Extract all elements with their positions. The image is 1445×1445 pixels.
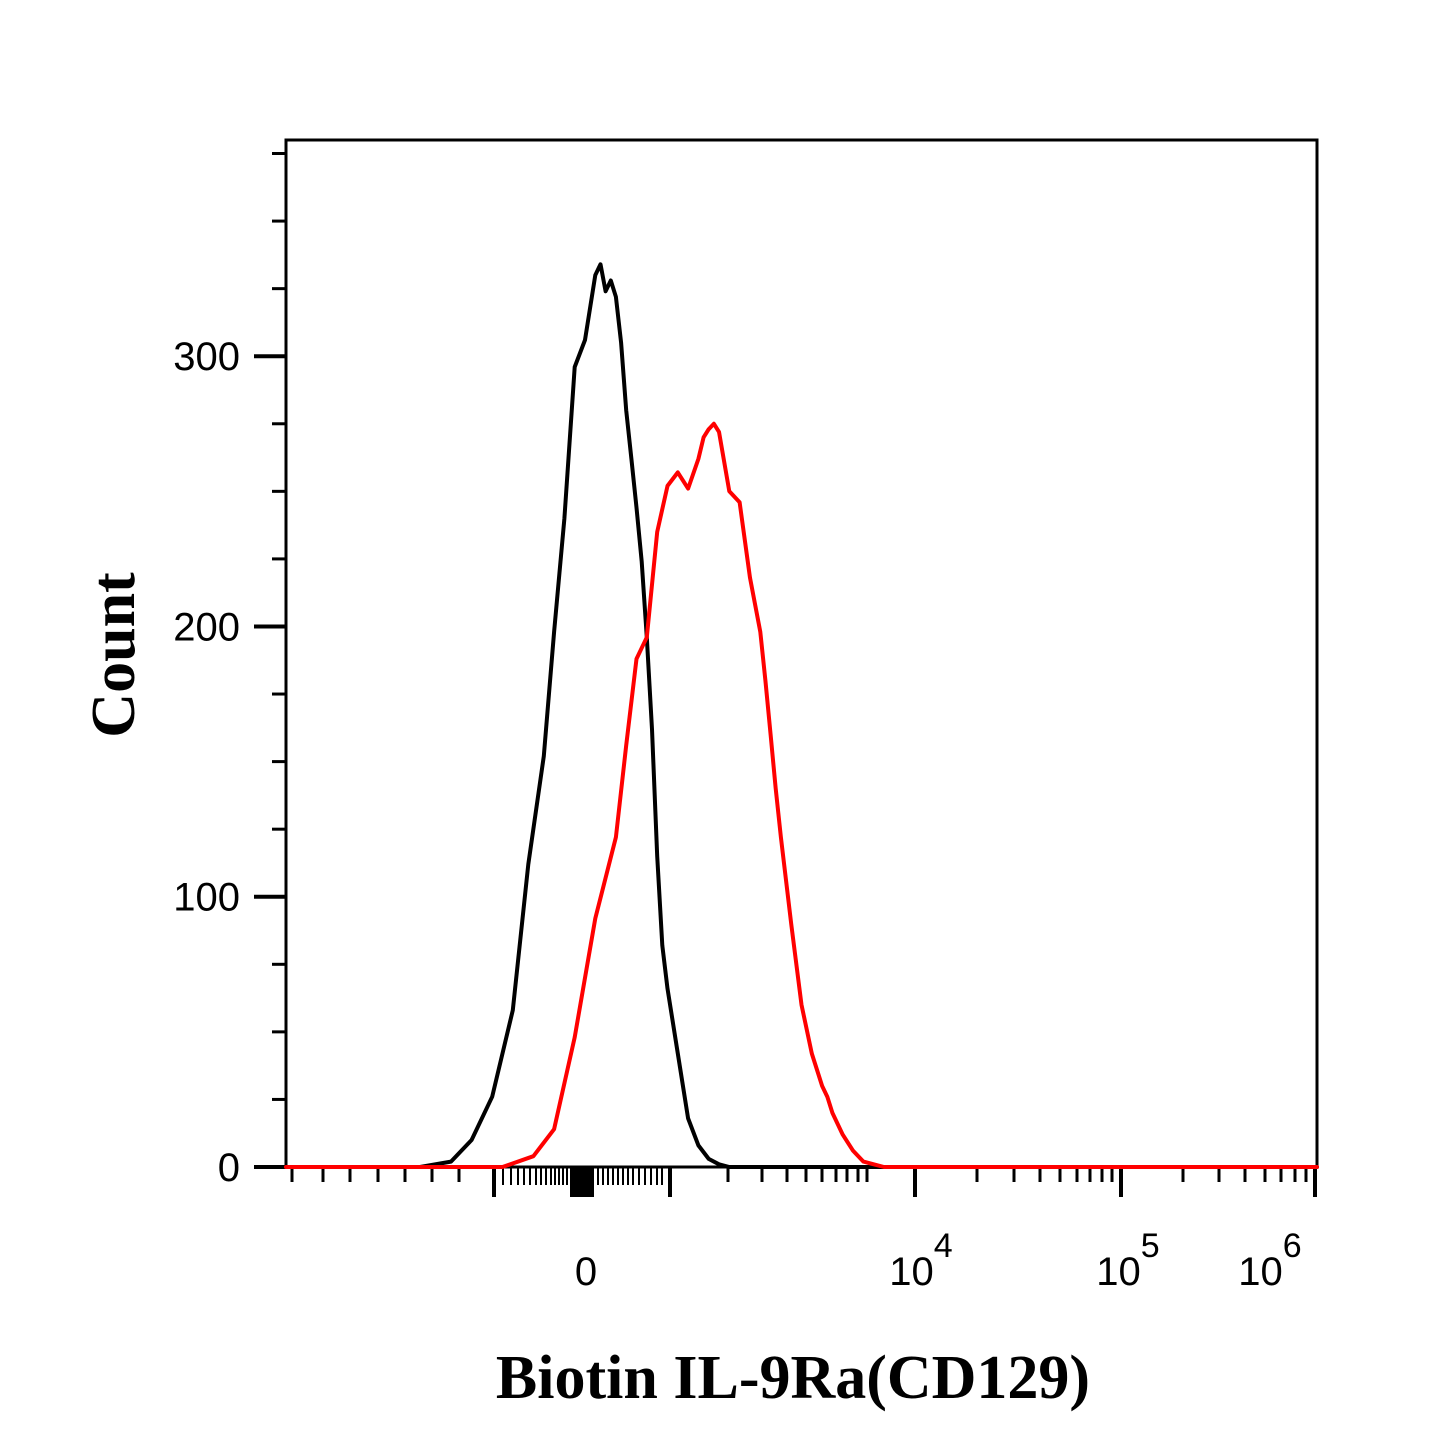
histogram-series-2 <box>284 421 1319 1169</box>
x-tick-label: 106 <box>1238 1227 1301 1294</box>
y-tick-label: 200 <box>173 605 240 649</box>
x-tick-label: 104 <box>889 1227 952 1294</box>
y-tick-label: 300 <box>173 335 240 379</box>
y-tick-labels: 0 100 200 300 <box>173 335 240 1190</box>
y-axis <box>254 152 286 1169</box>
x-axis-title: Biotin IL-9Ra(CD129) <box>496 1344 1090 1412</box>
x-zero-tick-cluster <box>570 1167 594 1197</box>
x-axis <box>290 1167 1317 1197</box>
x-tick-label: 105 <box>1096 1227 1159 1294</box>
x-tick-labels: 0 104 105 106 <box>575 1227 1302 1294</box>
y-axis-title: Count <box>80 572 148 738</box>
histogram-series-1 <box>284 262 1319 1169</box>
x-tick-label: 0 <box>575 1250 597 1294</box>
series-group <box>284 262 1319 1169</box>
y-tick-label: 0 <box>218 1146 240 1190</box>
y-tick-label: 100 <box>173 876 240 920</box>
